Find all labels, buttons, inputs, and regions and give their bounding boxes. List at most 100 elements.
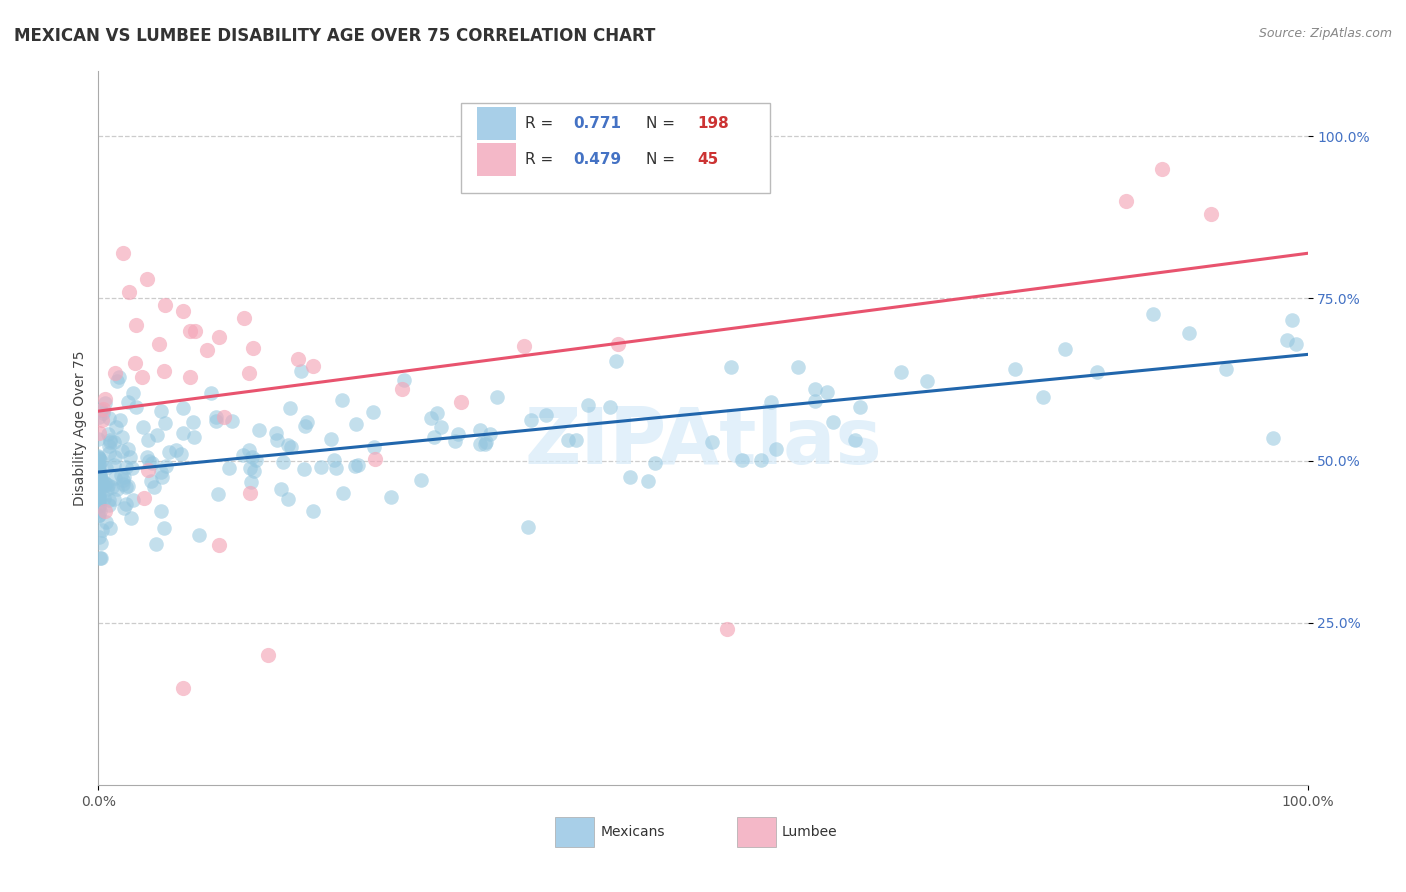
Point bbox=[179, 324, 201, 338]
Point bbox=[804, 393, 827, 408]
Point bbox=[132, 420, 155, 434]
Point bbox=[98, 445, 121, 459]
Point bbox=[294, 419, 316, 434]
Point bbox=[90, 550, 112, 565]
Point bbox=[172, 681, 194, 695]
Point bbox=[139, 474, 162, 488]
Point bbox=[1178, 326, 1201, 341]
Point bbox=[619, 470, 641, 484]
Point bbox=[232, 448, 254, 462]
Point bbox=[242, 450, 264, 464]
Point bbox=[184, 324, 207, 338]
Point bbox=[266, 433, 288, 447]
Point bbox=[1032, 390, 1054, 404]
Point bbox=[247, 423, 270, 437]
Text: N =: N = bbox=[647, 116, 681, 131]
Point bbox=[105, 482, 128, 496]
Point bbox=[332, 485, 354, 500]
Point bbox=[302, 504, 325, 518]
Point bbox=[94, 504, 117, 518]
Point bbox=[87, 491, 110, 505]
Point bbox=[165, 442, 187, 457]
Point bbox=[519, 413, 541, 427]
Point bbox=[87, 449, 110, 463]
Point bbox=[94, 516, 117, 530]
Point bbox=[426, 406, 449, 420]
Point bbox=[450, 395, 472, 409]
Y-axis label: Disability Age Over 75: Disability Age Over 75 bbox=[73, 351, 87, 506]
Text: N =: N = bbox=[647, 152, 681, 167]
Point bbox=[179, 370, 201, 384]
Point bbox=[1285, 337, 1308, 351]
Point bbox=[319, 432, 342, 446]
Point bbox=[271, 455, 294, 469]
FancyBboxPatch shape bbox=[555, 817, 595, 847]
Point bbox=[803, 382, 825, 396]
Point bbox=[87, 530, 110, 544]
Point bbox=[90, 454, 112, 468]
Point bbox=[423, 430, 446, 444]
Point bbox=[94, 396, 117, 410]
Point bbox=[150, 470, 173, 484]
Point bbox=[181, 415, 204, 429]
Point bbox=[195, 343, 218, 358]
Point bbox=[183, 430, 205, 444]
Point bbox=[155, 459, 177, 474]
Text: 0.479: 0.479 bbox=[574, 152, 621, 167]
Point bbox=[87, 459, 110, 474]
Point bbox=[87, 463, 110, 477]
Text: R =: R = bbox=[526, 116, 558, 131]
Point bbox=[200, 385, 222, 400]
Point bbox=[172, 425, 194, 440]
Point bbox=[565, 433, 588, 447]
Point bbox=[637, 475, 659, 489]
Point bbox=[104, 366, 127, 380]
Point bbox=[121, 461, 143, 475]
Point bbox=[344, 417, 367, 432]
Point bbox=[94, 460, 117, 475]
Point bbox=[93, 392, 115, 406]
Point bbox=[347, 458, 370, 473]
Point bbox=[98, 434, 121, 449]
Point bbox=[1115, 194, 1137, 208]
Point bbox=[104, 471, 127, 485]
Point bbox=[607, 336, 630, 351]
Point bbox=[87, 409, 110, 424]
Point bbox=[150, 504, 173, 518]
Point bbox=[242, 341, 264, 355]
Point bbox=[93, 491, 115, 505]
Point bbox=[141, 456, 163, 470]
Point bbox=[157, 445, 180, 459]
Point bbox=[474, 436, 496, 450]
Point bbox=[115, 497, 138, 511]
Point bbox=[280, 440, 302, 454]
Point bbox=[89, 491, 111, 506]
Point bbox=[87, 457, 110, 471]
Point bbox=[117, 442, 139, 456]
Point bbox=[765, 442, 787, 456]
Point bbox=[344, 459, 367, 474]
Point bbox=[120, 510, 142, 524]
Point bbox=[96, 482, 118, 496]
Point bbox=[475, 434, 498, 449]
Point bbox=[243, 464, 266, 478]
FancyBboxPatch shape bbox=[477, 143, 516, 176]
Point bbox=[208, 330, 231, 344]
Point bbox=[485, 390, 508, 404]
Point bbox=[302, 359, 325, 374]
Text: Mexicans: Mexicans bbox=[600, 825, 665, 839]
Point bbox=[103, 450, 125, 464]
Point bbox=[325, 461, 347, 475]
Point bbox=[93, 475, 115, 489]
Point bbox=[605, 353, 627, 368]
Point bbox=[270, 482, 292, 496]
Point bbox=[89, 508, 111, 522]
Point bbox=[1215, 361, 1237, 376]
Point bbox=[557, 434, 579, 448]
Text: Source: ZipAtlas.com: Source: ZipAtlas.com bbox=[1258, 27, 1392, 40]
Point bbox=[111, 444, 134, 458]
Point bbox=[110, 468, 132, 483]
Point bbox=[309, 460, 332, 475]
Point bbox=[103, 492, 125, 507]
Point bbox=[98, 498, 121, 512]
